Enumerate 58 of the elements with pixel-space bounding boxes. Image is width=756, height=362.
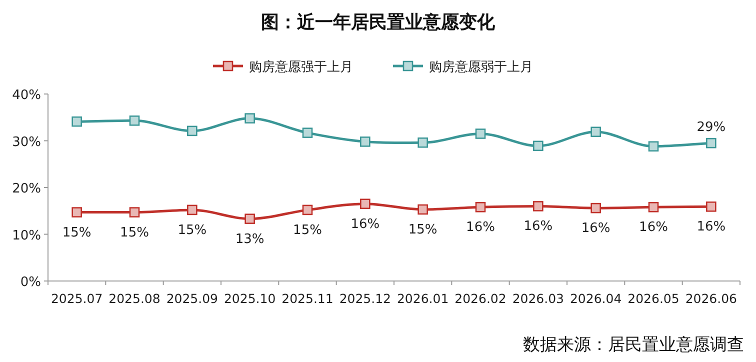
data-label: 16% (350, 216, 380, 232)
y-tick-label: 20% (12, 182, 41, 196)
point (244, 113, 255, 124)
point (72, 116, 82, 127)
x-tick-label: 2025.09 (166, 291, 218, 306)
x-tick-label: 2026.05 (628, 291, 680, 306)
data-label: 16% (696, 220, 726, 235)
x-tick-label: 2026.02 (454, 291, 506, 306)
point (302, 204, 313, 216)
x-tick-label: 2025.10 (224, 291, 276, 306)
data-label: 15% (178, 222, 207, 238)
x-tick-label: 2025.08 (108, 291, 160, 306)
y-tick-label: 10% (12, 228, 41, 244)
data-label: 15% (120, 225, 149, 240)
point (475, 202, 486, 212)
point (706, 202, 716, 212)
data-label: 16% (524, 219, 553, 234)
data-label: 15% (408, 222, 438, 238)
point (475, 128, 486, 139)
y-tick-label: 30% (12, 134, 41, 150)
point (187, 126, 198, 136)
point (244, 214, 255, 224)
point (302, 128, 313, 138)
data-label: 13% (235, 232, 264, 247)
data-label: 15% (62, 225, 92, 240)
y-tick-label: 40% (12, 88, 41, 103)
source-note: 数据来源：居民置业意愿调查 (523, 335, 744, 355)
data-label: 15% (293, 222, 322, 238)
x-tick-label: 2026.06 (685, 291, 738, 306)
point (418, 137, 428, 148)
legend-label: 购房意愿强于上月 (249, 59, 353, 75)
data-label: 16% (466, 220, 495, 236)
point (360, 198, 370, 210)
x-tick-label: 2025.11 (282, 291, 334, 306)
point (706, 138, 716, 148)
data-label: 16% (581, 221, 610, 236)
data-label: 29% (696, 120, 726, 136)
x-tick-label: 2026.03 (512, 291, 564, 306)
point (72, 207, 82, 218)
point (648, 141, 659, 152)
point (129, 207, 140, 218)
x-tick-label: 2026.01 (396, 291, 449, 306)
point (590, 202, 601, 214)
chart-title: 图：近一年居民置业意愿变化 (261, 12, 496, 33)
point (648, 202, 659, 212)
point (418, 204, 428, 215)
point (187, 204, 198, 216)
point (360, 136, 370, 147)
data-label: 16% (639, 220, 668, 236)
point (533, 140, 544, 152)
y-tick-label: 0% (20, 275, 41, 290)
point (129, 115, 140, 126)
x-tick-label: 2025.12 (339, 291, 392, 306)
x-tick-label: 2026.04 (570, 291, 622, 306)
legend-label: 购房意愿弱于上月 (429, 59, 533, 75)
x-tick-label: 2025.07 (50, 291, 103, 306)
point (533, 201, 544, 212)
point (590, 126, 601, 138)
